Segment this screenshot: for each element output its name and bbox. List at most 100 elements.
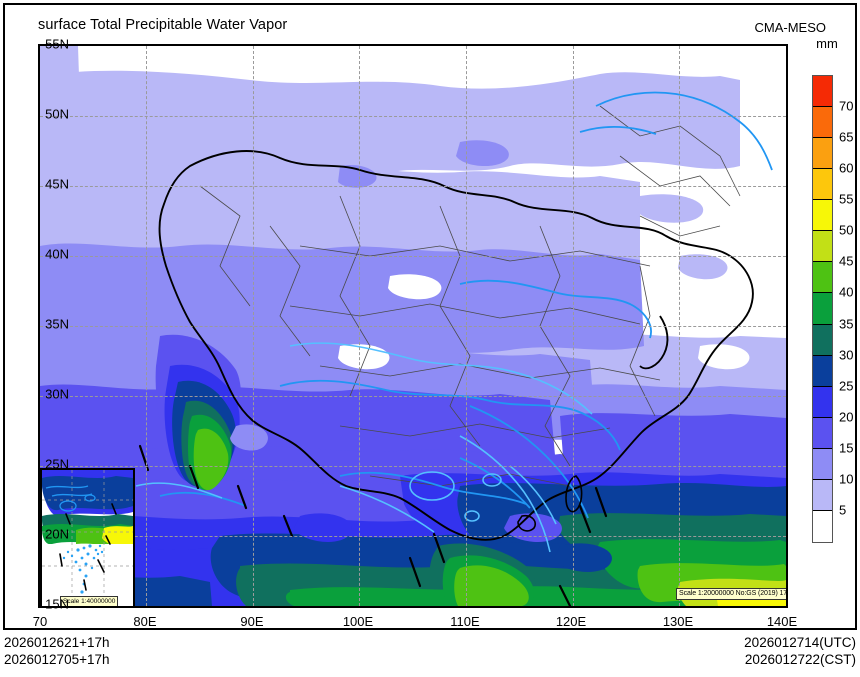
xtick-minor [519, 607, 520, 608]
xtick-label-130E: 130E [662, 614, 694, 629]
xtick-label-90E: 90E [240, 614, 264, 629]
ytick-label-15N: 15N [45, 596, 69, 612]
ytick-minor [38, 501, 40, 502]
gridline-lat-25 [40, 466, 786, 467]
xtick-70E [40, 607, 41, 608]
xtick-120E [573, 607, 574, 608]
footer-init-time-cst: 2026012705+17h [4, 652, 110, 667]
footer-valid-time-cst: 2026012722(CST) [744, 652, 856, 667]
ytick-label-20N: 20N [45, 526, 69, 542]
xtick-label-120E: 120E [555, 614, 587, 629]
ytick-label-55N: 55N [45, 36, 69, 52]
xtick-140E [785, 607, 786, 608]
colorbar-band-45-50 [813, 231, 832, 263]
xtick-80E [146, 607, 147, 608]
xtick-label-100E: 100E [342, 614, 374, 629]
colorbar-band--70 [813, 76, 832, 108]
ytick-45N [38, 186, 40, 187]
ytick-minor [38, 361, 40, 362]
colorbar-tick-65: 65 [839, 129, 854, 145]
ytick-minor [38, 291, 40, 292]
ytick-label-30N: 30N [45, 386, 69, 402]
colorbar-tick-70: 70 [839, 98, 854, 114]
xtick-110E [466, 607, 467, 608]
xtick-90E [253, 607, 254, 608]
footer-right: 2026012714(UTC) 2026012722(CST) [744, 634, 856, 668]
south-china-sea-inset-map[interactable]: Scale 1:40000000 [40, 468, 135, 606]
colorbar-band--5 [813, 510, 832, 542]
footer-left: 2026012621+17h 2026012705+17h [4, 634, 110, 668]
gridline-lat-45 [40, 186, 786, 187]
xtick-minor [306, 607, 307, 608]
ytick-35N [38, 326, 40, 327]
colorbar[interactable] [812, 75, 833, 543]
ytick-label-25N: 25N [45, 456, 69, 472]
ytick-minor [38, 221, 40, 222]
ytick-20N [38, 536, 40, 537]
xtick-minor [93, 607, 94, 608]
xtick-label-80E: 80E [133, 614, 157, 629]
colorbar-band-25-30 [813, 355, 832, 387]
gridline-lat-30 [40, 396, 786, 397]
xtick-label-70E: 70 [32, 614, 48, 629]
ytick-15N [38, 606, 40, 607]
ytick-label-50N: 50N [45, 106, 69, 122]
gridline-lat-20 [40, 536, 786, 537]
colorbar-band-5-10 [813, 479, 832, 511]
ytick-25N [38, 466, 40, 467]
colorbar-band-35-40 [813, 293, 832, 325]
map-canvas: Scale 1:40000000 Scale 1:20000000 No:GS … [40, 46, 786, 606]
colorbar-tick-55: 55 [839, 191, 854, 207]
model-label: CMA-MESO [754, 20, 827, 35]
ytick-minor [38, 431, 40, 432]
colorbar-tick-25: 25 [839, 378, 854, 394]
page-title: surface Total Precipitable Water Vapor [38, 17, 288, 33]
colorbar-tick-30: 30 [839, 347, 854, 363]
gridline-lat-50 [40, 116, 786, 117]
colorbar-band-10-15 [813, 448, 832, 480]
ytick-40N [38, 256, 40, 257]
gridline-lat-40 [40, 256, 786, 257]
footer-init-time-utc: 2026012621+17h [4, 635, 110, 650]
ytick-50N [38, 116, 40, 117]
colorbar-band-65-70 [813, 107, 832, 139]
map-scale-label: Scale 1:20000000 No:GS (2019) 1786 [676, 588, 786, 600]
ytick-minor [38, 81, 40, 82]
ytick-30N [38, 396, 40, 397]
xtick-130E [679, 607, 680, 608]
colorbar-band-15-20 [813, 417, 832, 449]
xtick-minor [200, 607, 201, 608]
colorbar-tick-50: 50 [839, 222, 854, 238]
colorbar-tick-15: 15 [839, 440, 854, 456]
xtick-100E [359, 607, 360, 608]
colorbar-unit-label: mm [816, 36, 838, 51]
gridline-lat-35 [40, 326, 786, 327]
map-plot-area[interactable]: Scale 1:40000000 Scale 1:20000000 No:GS … [38, 44, 788, 608]
ytick-label-35N: 35N [45, 316, 69, 332]
xtick-label-140E: 140E [766, 614, 798, 629]
inset-scale-label: Scale 1:40000000 [60, 596, 119, 606]
ytick-55N [38, 46, 40, 47]
ytick-minor [38, 571, 40, 572]
ytick-minor [38, 151, 40, 152]
footer-valid-time-utc: 2026012714(UTC) [744, 635, 856, 650]
xtick-minor [732, 607, 733, 608]
colorbar-band-30-35 [813, 324, 832, 356]
colorbar-tick-40: 40 [839, 284, 854, 300]
colorbar-band-55-60 [813, 169, 832, 201]
colorbar-tick-10: 10 [839, 471, 854, 487]
ytick-label-45N: 45N [45, 176, 69, 192]
colorbar-band-50-55 [813, 200, 832, 232]
colorbar-band-60-65 [813, 138, 832, 170]
colorbar-tick-20: 20 [839, 409, 854, 425]
xtick-label-110E: 110E [450, 614, 480, 629]
colorbar-band-40-45 [813, 262, 832, 294]
colorbar-band-20-25 [813, 386, 832, 418]
colorbar-tick-35: 35 [839, 316, 854, 332]
ytick-label-40N: 40N [45, 246, 69, 262]
xtick-minor [626, 607, 627, 608]
colorbar-tick-45: 45 [839, 253, 854, 269]
xtick-minor [413, 607, 414, 608]
precipitable-water-field [40, 46, 786, 606]
